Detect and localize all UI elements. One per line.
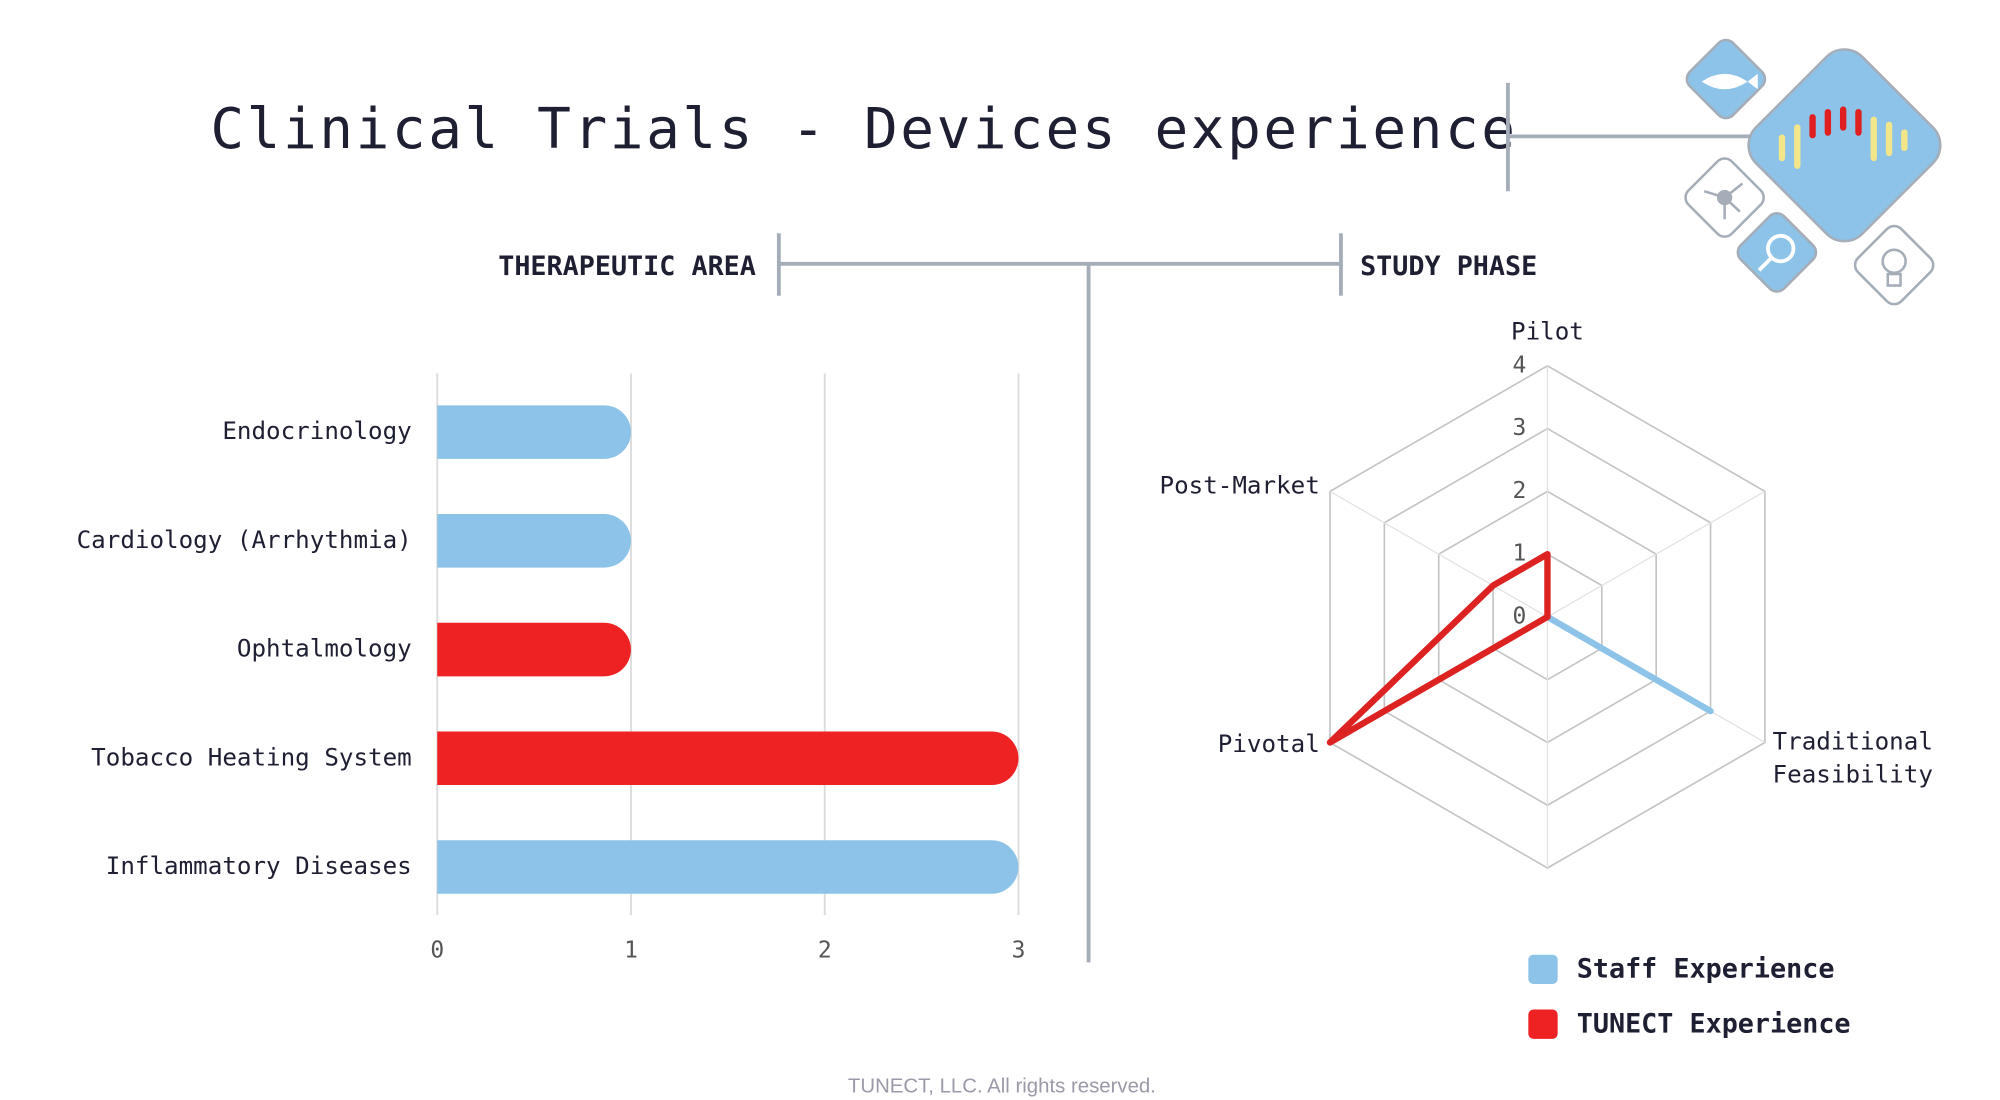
r-tick-label: 4 — [1513, 352, 1527, 378]
decor-lines — [776, 82, 1751, 963]
x-tick-label: 2 — [818, 937, 832, 963]
radar-line — [1326, 550, 1551, 746]
r-tick-label: 2 — [1513, 478, 1527, 504]
chart-title: THERAPEUTIC AREA — [498, 251, 756, 282]
legend-swatch — [1528, 954, 1558, 985]
page-title: Clinical Trials - Devices experience — [210, 97, 1517, 162]
legend-label: TUNECT Experience — [1577, 1008, 1851, 1039]
axis-label: Post-Market — [1159, 471, 1319, 499]
bar — [437, 405, 631, 459]
spoke — [1329, 490, 1548, 618]
r-tick-label: 0 — [1513, 603, 1527, 629]
x-tick-label: 3 — [1012, 937, 1026, 963]
x-tick-label: 1 — [624, 937, 638, 963]
legend-label: Staff Experience — [1577, 953, 1835, 984]
y-tick-label: Endocrinology — [222, 417, 411, 445]
chart-title: STUDY PHASE — [1360, 251, 1537, 282]
bar — [437, 514, 631, 568]
r-tick-label: 1 — [1513, 541, 1527, 567]
axis-label-box: Traditional Feasibility — [1772, 727, 1933, 789]
bar — [437, 622, 631, 677]
y-tick-label: Tobacco Heating System — [91, 743, 412, 771]
axis-label: Pilot — [1511, 318, 1584, 346]
y-tick-label: Ophtalmology — [237, 635, 412, 663]
r-tick-label: 3 — [1513, 415, 1527, 441]
bar — [437, 731, 1019, 786]
y-tick-label: Inflammatory Diseases — [106, 852, 412, 880]
y-tick-label: Cardiology (Arrhythmia) — [77, 526, 412, 554]
footer: TUNECT, LLC. All rights reserved. — [848, 1076, 1156, 1098]
axis-label: Pivotal — [1218, 730, 1320, 758]
logo — [1684, 38, 1942, 306]
spoke — [1547, 490, 1766, 618]
axis-label: Traditional Feasibility — [1772, 727, 1933, 789]
radar-line — [1544, 613, 1714, 715]
x-tick-label: 0 — [430, 937, 444, 963]
bar — [437, 840, 1019, 894]
legend-swatch — [1528, 1009, 1558, 1039]
